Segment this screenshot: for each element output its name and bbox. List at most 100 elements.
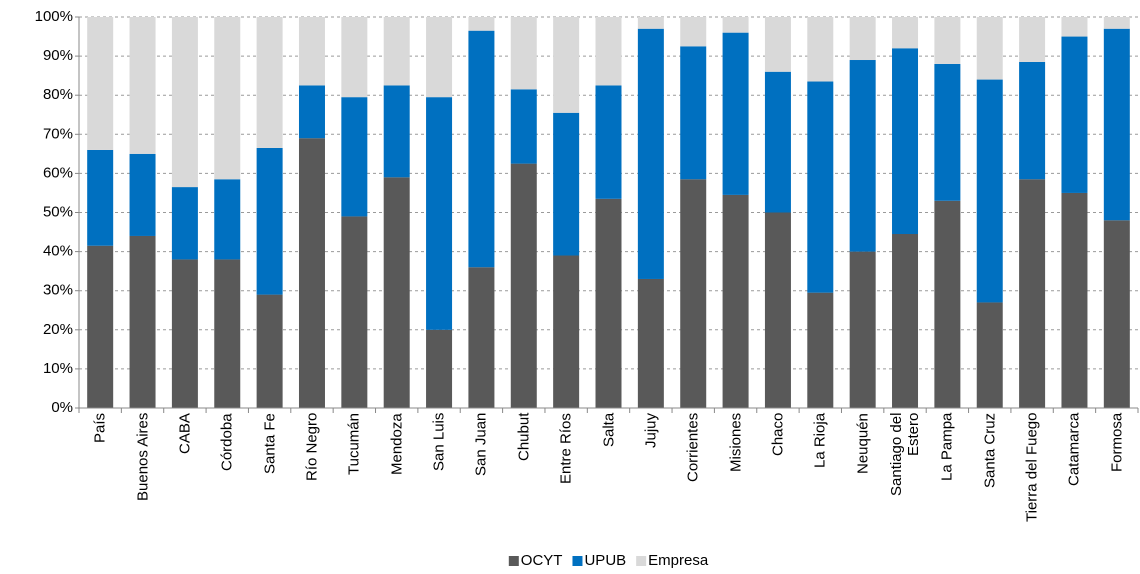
bar-segment: [1103, 220, 1130, 408]
x-tick-label: CABA: [176, 413, 194, 454]
bar-segment: [553, 17, 580, 113]
bar-segment: [764, 17, 791, 72]
bar-segment: [553, 112, 580, 256]
bar-segment: [1061, 192, 1088, 408]
bar-segment: [637, 17, 664, 29]
y-tick-label: 50%: [43, 203, 73, 220]
bar-segment: [722, 17, 749, 33]
bar-segment: [595, 198, 622, 408]
x-tick-label: Neuquén: [854, 413, 872, 474]
bar-segment: [129, 153, 156, 236]
bar-segment: [637, 278, 664, 408]
legend-label: Empresa: [648, 552, 709, 569]
bar-segment: [171, 259, 198, 408]
bar-segment: [1019, 17, 1046, 62]
bar-segment: [722, 194, 749, 408]
x-tick-label: Córdoba: [218, 413, 236, 471]
x-tick-label: Santiago del Estero: [888, 413, 923, 497]
y-tick-label: 80%: [43, 86, 73, 103]
x-tick-label: Tierra del Fuego: [1023, 413, 1041, 523]
bar-segment: [976, 17, 1003, 80]
bar-segment: [764, 212, 791, 408]
legend-swatch: [508, 556, 519, 566]
bar-segment: [298, 138, 325, 408]
bar-segment: [1103, 28, 1130, 221]
x-tick-label: La Rioja: [811, 413, 829, 469]
bar-segment: [256, 17, 283, 148]
legend-label: UPUB: [584, 552, 626, 569]
bar-segment: [976, 79, 1003, 303]
bar-segment: [1103, 17, 1130, 29]
y-tick-label: 0%: [51, 399, 73, 416]
bar-segment: [129, 17, 156, 154]
bar-segment: [171, 187, 198, 260]
bar-segment: [892, 234, 919, 408]
legend: OCYT UPUB Empresa: [508, 552, 709, 569]
bar-segment: [426, 329, 453, 408]
bar-segment: [256, 294, 283, 408]
bar-segment: [341, 17, 368, 98]
x-tick-label: Río Negro: [303, 413, 321, 482]
x-tick-label: Chubut: [515, 413, 533, 462]
bar-segment: [892, 17, 919, 49]
x-tick-label: Misiones: [727, 413, 745, 473]
x-tick-label: Jujuy: [642, 413, 660, 449]
bar-segment: [87, 245, 114, 408]
y-tick-label: 30%: [43, 282, 73, 299]
bar-segment: [214, 179, 241, 260]
bar-segment: [87, 17, 114, 150]
x-tick-label: Corrientes: [684, 413, 702, 483]
bar-segment: [87, 149, 114, 246]
bar-segment: [426, 97, 453, 330]
bar-segment: [426, 17, 453, 98]
bar-segment: [637, 28, 664, 279]
y-tick-label: 70%: [43, 125, 73, 142]
y-tick-label: 10%: [43, 360, 73, 377]
bar-segment: [214, 259, 241, 408]
bar-segment: [892, 48, 919, 235]
bar-segment: [510, 89, 537, 164]
x-tick-label: Tucumán: [345, 413, 363, 475]
bar-segment: [1061, 36, 1088, 193]
bar-segment: [934, 63, 961, 201]
bar-segment: [256, 147, 283, 295]
bar-segment: [764, 71, 791, 213]
x-tick-label: Salta: [600, 413, 617, 448]
bar-segment: [510, 163, 537, 408]
x-tick-label: Catamarca: [1065, 413, 1083, 487]
x-tick-label: Santa Fe: [261, 413, 279, 474]
bar-segment: [129, 235, 156, 408]
bar-segment: [722, 32, 749, 195]
bar-segment: [468, 30, 495, 268]
bar-segment: [595, 85, 622, 199]
bar-segment: [807, 17, 834, 82]
x-tick-label: Entre Ríos: [557, 413, 575, 484]
bar-segment: [595, 17, 622, 86]
legend-swatch: [636, 556, 647, 566]
bar-segment: [807, 292, 834, 408]
x-tick-label: Santa Cruz: [981, 413, 999, 489]
x-tick-label: San Juan: [472, 413, 490, 477]
x-tick-label: País: [91, 413, 109, 444]
bar-segment: [849, 17, 876, 61]
bar-segment: [807, 81, 834, 293]
x-tick-label: San Luis: [430, 413, 448, 472]
bar-segment: [680, 17, 707, 47]
bar-segment: [383, 17, 410, 86]
y-tick-label: 20%: [43, 321, 73, 338]
y-tick-label: 40%: [43, 243, 73, 260]
bar-segment: [553, 255, 580, 408]
bar-segment: [171, 17, 198, 188]
y-tick-label: 100%: [35, 8, 73, 25]
y-tick-label: 60%: [43, 164, 73, 181]
x-tick-label: La Pampa: [938, 413, 956, 482]
bar-segment: [468, 267, 495, 408]
bar-segment: [1019, 179, 1046, 408]
bar-segment: [976, 302, 1003, 408]
bar-segment: [298, 17, 325, 86]
bar-segment: [680, 179, 707, 408]
bar-segment: [849, 60, 876, 252]
bar-segment: [214, 17, 241, 180]
